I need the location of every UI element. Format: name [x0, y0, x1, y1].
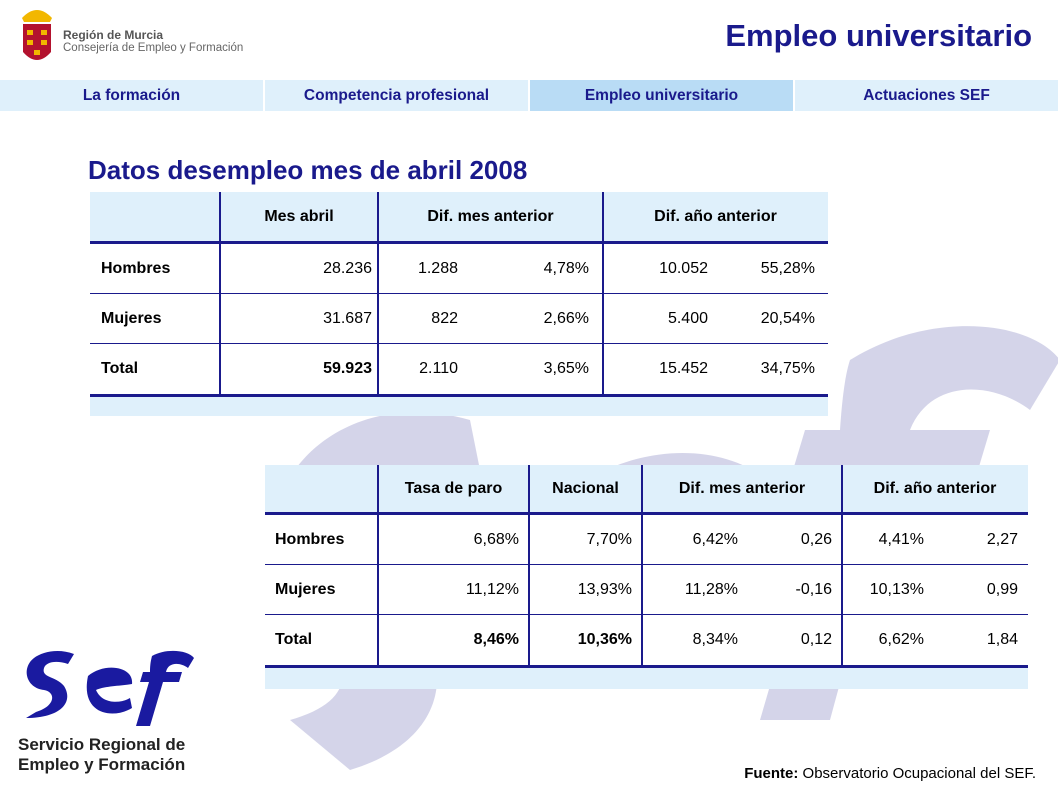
header-cell: Mes abril: [264, 207, 334, 225]
header-cell: Tasa de paro: [404, 479, 503, 497]
nav-bar: La formación Competencia profesional Emp…: [0, 80, 1058, 111]
table-header-row: Tasa de paro Nacional Dif. mes anterior …: [265, 465, 1028, 515]
sef-logo-text: Servicio Regional de Empleo y Formación: [18, 735, 185, 775]
table-row: Mujeres 31.687 822 2,66% 5.400 20,54%: [90, 294, 828, 344]
page-title: Empleo universitario: [725, 18, 1032, 53]
table-cell: 28.236: [323, 259, 372, 277]
table-footer: [265, 665, 1028, 689]
table-cell: 6,42%: [692, 530, 738, 548]
table-cell: 11,28%: [684, 580, 738, 598]
row-label: Mujeres: [275, 580, 336, 598]
table-cell: 6,62%: [878, 631, 924, 648]
table-row: Total 59.923 2.110 3,65% 15.452 34,75%: [90, 344, 828, 394]
table-row: Hombres 28.236 1.288 4,78% 10.052 55,28%: [90, 244, 828, 294]
table-cell: 2.110: [419, 360, 458, 377]
table-cell: 55,28%: [760, 259, 815, 277]
table-cell: 0,26: [800, 530, 832, 548]
table-cell: 20,54%: [760, 309, 815, 327]
tab-competencia-profesional[interactable]: Competencia profesional: [265, 80, 530, 111]
section-title: Datos desempleo mes de abril 2008: [88, 155, 528, 185]
table-cell: 0,99: [986, 580, 1018, 598]
sef-logo: [26, 650, 194, 726]
source-prefix: Fuente:: [744, 765, 799, 782]
source-text: Observatorio Ocupacional del SEF.: [798, 765, 1036, 782]
sef-logo-line2: Empleo y Formación: [18, 755, 186, 774]
table-cell: 34,75%: [760, 360, 815, 377]
row-label: Total: [101, 360, 139, 377]
header-cell: Dif. mes anterior: [678, 479, 806, 497]
table-footer: [90, 394, 828, 416]
region-murcia-logo: [22, 10, 52, 60]
header-cell: Dif. año anterior: [654, 207, 777, 225]
tab-actuaciones-sef[interactable]: Actuaciones SEF: [863, 86, 990, 104]
column-divider: [528, 465, 530, 665]
column-divider: [641, 465, 643, 665]
row-label: Mujeres: [101, 309, 162, 327]
source-note: Fuente: Observatorio Ocupacional del SEF…: [744, 765, 1036, 782]
table-header-row: Mes abril Dif. mes anterior Dif. año ant…: [90, 192, 828, 244]
table-cell: 11,12%: [465, 580, 519, 598]
header-cell: Dif. año anterior: [873, 479, 997, 497]
org-department: Consejería de Empleo y Formación: [63, 42, 244, 54]
table-row: Total 8,46% 10,36% 8,34% 0,12 6,62% 1,84: [265, 615, 1028, 665]
row-label: Hombres: [275, 530, 345, 548]
table-cell: 1,84: [986, 631, 1018, 648]
table-cell: 3,65%: [543, 360, 589, 377]
header-cell: Nacional: [552, 479, 619, 497]
table-cell: 2,66%: [543, 309, 589, 327]
table-cell: 2,27: [986, 530, 1018, 548]
header-cell: Dif. mes anterior: [427, 207, 554, 225]
table-row: Mujeres 11,12% 13,93% 11,28% -0,16 10,13…: [265, 565, 1028, 615]
table-cell: 6,68%: [473, 530, 519, 548]
column-divider: [377, 465, 379, 665]
row-label: Total: [275, 631, 313, 648]
column-divider: [377, 192, 379, 394]
table-cell: 8,34%: [692, 631, 738, 648]
table-cell: 822: [431, 309, 458, 327]
table-cell: 10,13%: [869, 580, 924, 598]
table-cell: 7,70%: [586, 530, 632, 548]
unemployment-rate-table: Tasa de paro Nacional Dif. mes anterior …: [265, 465, 1028, 689]
column-divider: [602, 192, 604, 394]
tab-la-formacion[interactable]: La formación: [0, 80, 265, 111]
column-divider: [219, 192, 221, 394]
table-cell: -0,16: [795, 580, 832, 598]
table-cell: 13,93%: [577, 580, 632, 598]
sef-logo-line1: Servicio Regional de: [18, 735, 186, 754]
table-cell: 10,36%: [577, 631, 632, 648]
table-cell: 15.452: [659, 360, 708, 377]
unemployment-table: Mes abril Dif. mes anterior Dif. año ant…: [90, 192, 828, 416]
table-cell: 31.687: [323, 309, 372, 327]
table-cell: 59.923: [323, 360, 372, 377]
org-name: Región de Murcia: [63, 28, 164, 42]
table-cell: 10.052: [659, 259, 708, 277]
tab-empleo-universitario[interactable]: Empleo universitario: [530, 80, 795, 111]
table-row: Hombres 6,68% 7,70% 6,42% 0,26 4,41% 2,2…: [265, 515, 1028, 565]
row-label: Hombres: [101, 259, 171, 277]
table-cell: 5.400: [667, 309, 708, 327]
column-divider: [841, 465, 843, 665]
table-cell: 1.288: [417, 259, 458, 277]
table-cell: 4,78%: [543, 259, 589, 277]
table-cell: 8,46%: [473, 631, 519, 648]
table-cell: 4,41%: [878, 530, 924, 548]
table-cell: 0,12: [800, 631, 832, 648]
